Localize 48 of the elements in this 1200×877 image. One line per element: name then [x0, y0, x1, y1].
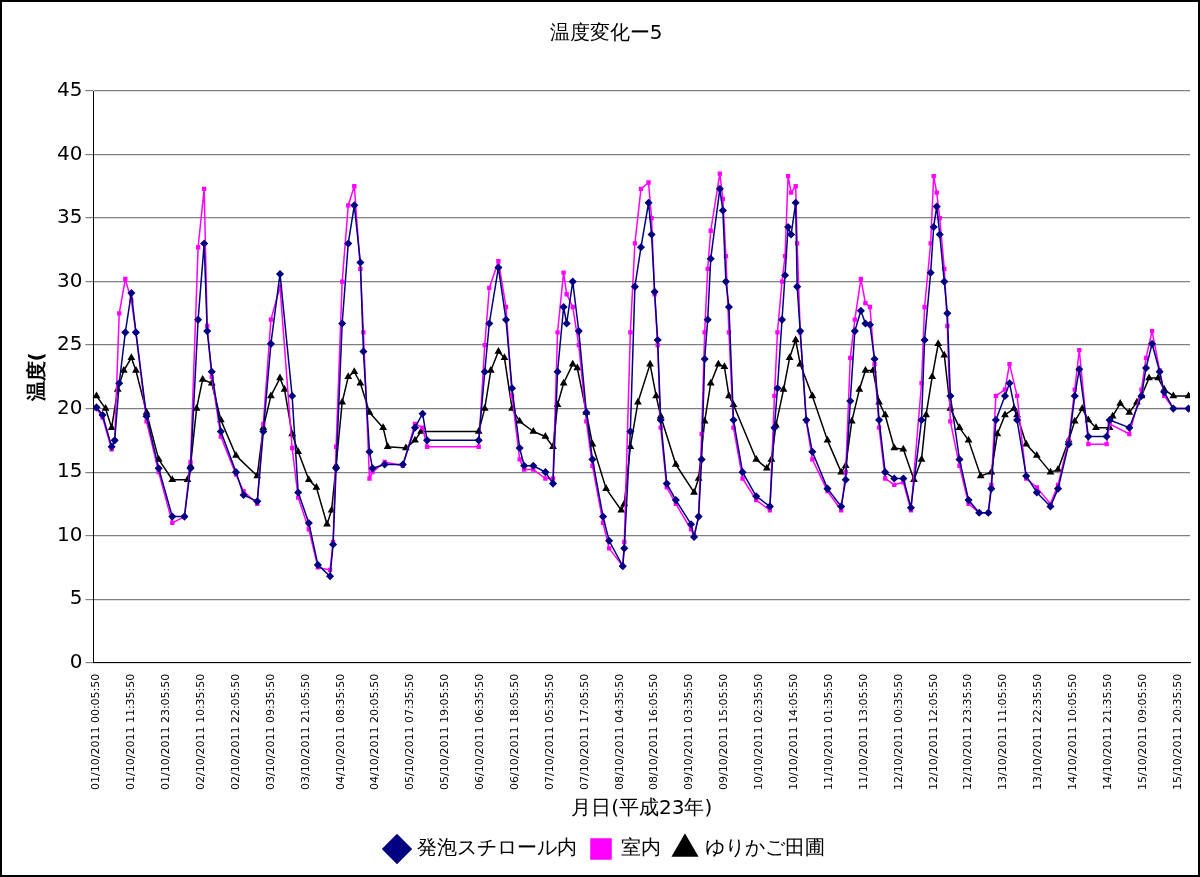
- x-tick-label: 14/10/2011 10:05:50: [1066, 673, 1080, 791]
- legend-label: ゆりかご田圃: [705, 835, 825, 860]
- y-tick-label: 45: [57, 77, 83, 102]
- x-tick-label: 12/10/2011 00:35:50: [891, 673, 905, 791]
- x-tick-label: 11/10/2011 13:05:50: [856, 673, 870, 791]
- x-tick-label: 03/10/2011 09:35:50: [263, 673, 277, 791]
- y-tick-label: 40: [57, 140, 83, 165]
- x-tick-label: 02/10/2011 10:35:50: [193, 673, 207, 791]
- x-tick-label: 12/10/2011 23:35:50: [961, 673, 975, 791]
- x-tick-label: 07/10/2011 17:05:50: [577, 673, 591, 791]
- x-tick-label: 04/10/2011 20:05:50: [368, 673, 382, 791]
- x-tick-label: 07/10/2011 05:35:50: [542, 673, 556, 791]
- y-axis-title: 温度(: [24, 352, 49, 403]
- x-tick-label: 03/10/2011 21:05:50: [298, 673, 312, 791]
- x-tick-label: 11/10/2011 01:35:50: [821, 673, 835, 791]
- x-tick-label: 01/10/2011 00:05:50: [89, 673, 103, 791]
- y-tick-label: 35: [57, 204, 83, 229]
- x-tick-label: 10/10/2011 02:35:50: [752, 673, 766, 791]
- x-tick-label: 04/10/2011 08:35:50: [333, 673, 347, 791]
- legend-label: 室内: [621, 835, 661, 860]
- x-tick-label: 09/10/2011 15:05:50: [717, 673, 731, 791]
- x-tick-label: 15/10/2011 09:05:50: [1135, 673, 1149, 791]
- x-tick-label: 02/10/2011 22:05:50: [228, 673, 242, 791]
- x-tick-label: 09/10/2011 03:35:50: [682, 673, 696, 791]
- x-tick-label: 05/10/2011 19:05:50: [438, 673, 452, 791]
- y-tick-label: 15: [57, 458, 83, 483]
- x-tick-label: 08/10/2011 16:05:50: [647, 673, 661, 791]
- x-tick-label: 06/10/2011 18:05:50: [507, 673, 521, 791]
- legend-label: 発泡スチロール内: [417, 835, 577, 860]
- y-tick-label: 30: [57, 267, 83, 292]
- y-tick-label: 5: [69, 585, 83, 610]
- x-tick-label: 12/10/2011 12:05:50: [926, 673, 940, 791]
- x-tick-label: 05/10/2011 07:35:50: [403, 673, 417, 791]
- x-tick-label: 14/10/2011 21:35:50: [1100, 673, 1114, 791]
- x-tick-label: 06/10/2011 06:35:50: [473, 673, 487, 791]
- y-tick-label: 20: [57, 394, 83, 419]
- x-tick-label: 10/10/2011 14:05:50: [787, 673, 801, 791]
- y-tick-label: 0: [69, 648, 83, 673]
- y-tick-label: 10: [57, 521, 83, 546]
- x-tick-label: 13/10/2011 11:05:50: [996, 673, 1010, 791]
- y-tick-label: 25: [57, 331, 83, 356]
- x-tick-label: 15/10/2011 20:35:50: [1170, 673, 1184, 791]
- x-tick-label: 01/10/2011 11:35:50: [124, 673, 138, 791]
- x-tick-label: 08/10/2011 04:35:50: [612, 673, 626, 791]
- x-tick-label: 01/10/2011 23:05:50: [159, 673, 173, 791]
- x-axis-title: 月日(平成23年): [571, 795, 713, 820]
- chart-title: 温度変化ー5: [549, 20, 663, 45]
- x-tick-label: 13/10/2011 22:35:50: [1031, 673, 1045, 791]
